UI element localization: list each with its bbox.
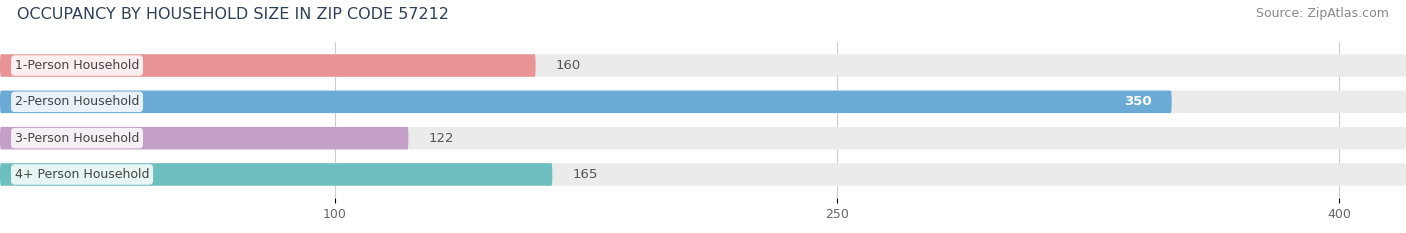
FancyBboxPatch shape (0, 127, 1406, 149)
FancyBboxPatch shape (0, 54, 1406, 77)
Text: 1-Person Household: 1-Person Household (15, 59, 139, 72)
Text: 165: 165 (572, 168, 598, 181)
FancyBboxPatch shape (0, 127, 408, 149)
Text: OCCUPANCY BY HOUSEHOLD SIZE IN ZIP CODE 57212: OCCUPANCY BY HOUSEHOLD SIZE IN ZIP CODE … (17, 7, 449, 22)
Text: 2-Person Household: 2-Person Household (15, 95, 139, 108)
FancyBboxPatch shape (0, 163, 1406, 186)
FancyBboxPatch shape (0, 163, 553, 186)
Text: 350: 350 (1123, 95, 1152, 108)
FancyBboxPatch shape (0, 54, 536, 77)
Text: 122: 122 (429, 132, 454, 145)
FancyBboxPatch shape (0, 91, 1171, 113)
Text: 160: 160 (555, 59, 581, 72)
Text: 4+ Person Household: 4+ Person Household (15, 168, 149, 181)
Text: Source: ZipAtlas.com: Source: ZipAtlas.com (1256, 7, 1389, 20)
Text: 3-Person Household: 3-Person Household (15, 132, 139, 145)
FancyBboxPatch shape (0, 91, 1406, 113)
